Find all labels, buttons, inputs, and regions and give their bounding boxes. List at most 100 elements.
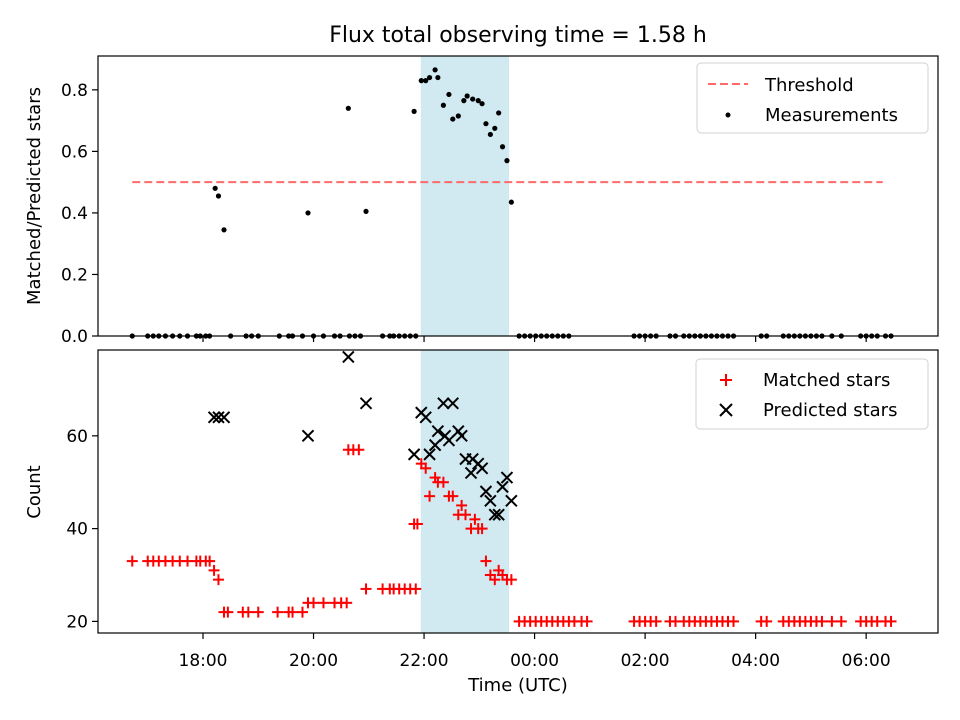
measurement-point (455, 113, 461, 119)
x-tick-label: 02:00 (621, 651, 670, 671)
measurement-point (305, 210, 311, 216)
panel-ratio-legend: Threshold Measurements (696, 62, 929, 134)
legend-matched-swatch (720, 374, 732, 386)
predicted-point (301, 429, 315, 443)
measurement-point (483, 121, 489, 127)
x-tick-label: 18:00 (179, 651, 228, 671)
predicted-point (437, 397, 450, 410)
measurement-point (423, 78, 429, 84)
chart-title: Flux total observing time = 1.58 h (329, 23, 707, 48)
matched-point (424, 490, 436, 502)
matched-point (480, 555, 492, 567)
y-count-tick-label: 60 (66, 427, 88, 447)
matched-point (447, 490, 459, 502)
matched-point (489, 574, 501, 586)
matched-point (317, 597, 329, 609)
measurement-point (363, 208, 369, 214)
predicted-series (207, 350, 518, 521)
y-ratio-tick-label: 0.0 (61, 327, 88, 347)
measurement-point (499, 144, 506, 150)
x-axis-label: Time (UTC) (467, 675, 568, 696)
matched-point (826, 615, 838, 627)
matched-point (126, 555, 138, 567)
panel-ratio-frame (97, 55, 939, 337)
legend-measurements-swatch (725, 112, 731, 118)
predicted-point (442, 434, 456, 447)
predicted-point (207, 411, 221, 424)
measurement-point (418, 78, 424, 84)
predicted-point (488, 508, 501, 521)
legend-predicted-swatch (719, 403, 733, 417)
y-ratio-tick-label: 0.6 (61, 142, 88, 162)
measurement-point (215, 193, 222, 199)
matched-point (761, 615, 773, 627)
matched-point (456, 499, 468, 511)
panel-count-x-ticks: 18:00 20:00 22:00 00:00 02:00 04:00 06:00 (179, 633, 891, 671)
matched-point (728, 615, 740, 627)
panel-ratio-x-ticks (202, 336, 867, 342)
measurement-point (479, 101, 485, 107)
measurement-point (496, 110, 502, 116)
measurement-point (440, 102, 446, 108)
legend-predicted-label: Predicted stars (763, 400, 897, 421)
measurement-point (212, 185, 218, 191)
predicted-point (475, 462, 489, 475)
measurement-point (411, 108, 417, 114)
matched-point (204, 555, 216, 567)
x-tick-label: 22:00 (400, 651, 449, 671)
measurement-point (432, 67, 438, 73)
matched-point (222, 606, 234, 618)
legend-measurements-label: Measurements (765, 105, 898, 126)
measurement-point (426, 74, 433, 81)
measurement-point (450, 116, 456, 122)
matched-point (835, 615, 847, 627)
y-ratio-tick-label: 0.2 (61, 265, 88, 285)
panel-count-legend: Matched stars Predicted stars (695, 358, 929, 430)
predicted-point (419, 411, 432, 424)
measurement-point (475, 98, 481, 104)
measurement-point (435, 74, 441, 81)
panel-ratio-y-ticks: 0.0 0.2 0.4 0.6 0.8 (61, 81, 98, 347)
predicted-point (500, 471, 514, 484)
predicted-point (505, 494, 518, 507)
matched-point (420, 462, 432, 474)
legend-box (695, 358, 929, 430)
legend-matched-label: Matched stars (763, 370, 890, 391)
predicted-point (428, 438, 442, 452)
panel-ratio-window (420, 55, 510, 337)
measurement-point (345, 105, 351, 111)
matched-point (208, 564, 220, 576)
panel-count-frame (97, 349, 939, 634)
legend-box (696, 62, 929, 134)
panel-count-y-ticks: 20 40 60 (66, 427, 98, 632)
x-tick-label: 06:00 (842, 651, 891, 671)
matched-point (469, 513, 481, 525)
x-tick-label: 20:00 (289, 651, 338, 671)
y-count-tick-label: 20 (66, 612, 88, 632)
matched-point (212, 574, 224, 586)
predicted-point (464, 466, 478, 480)
measurement-point (508, 199, 514, 205)
measurement-point (221, 227, 227, 233)
predicted-point (423, 448, 436, 461)
matched-point (581, 615, 593, 627)
matched-point (410, 583, 422, 595)
matched-series (126, 444, 897, 627)
legend-threshold-label: Threshold (764, 75, 854, 96)
measurement-point (464, 93, 470, 99)
matched-point (242, 606, 254, 618)
predicted-point (212, 411, 225, 424)
predicted-point (484, 494, 497, 507)
predicted-point (342, 350, 355, 364)
panel-count: 20 40 60 18:00 20:00 22:00 00:00 02:00 04:00 06:… (24, 349, 939, 671)
matched-point (272, 606, 284, 618)
y-count-tick-label: 40 (66, 520, 88, 540)
y-ratio-tick-label: 0.8 (61, 81, 88, 101)
panel-ratio: 0.00.20.40.60.8 Matched/Predicted stars … (24, 55, 939, 347)
matched-point (411, 518, 423, 530)
panel-ratio-ylabel: Matched/Predicted stars (24, 87, 45, 305)
predicted-point (431, 424, 445, 438)
measurement-point (461, 98, 467, 104)
measurement-point (446, 91, 452, 98)
